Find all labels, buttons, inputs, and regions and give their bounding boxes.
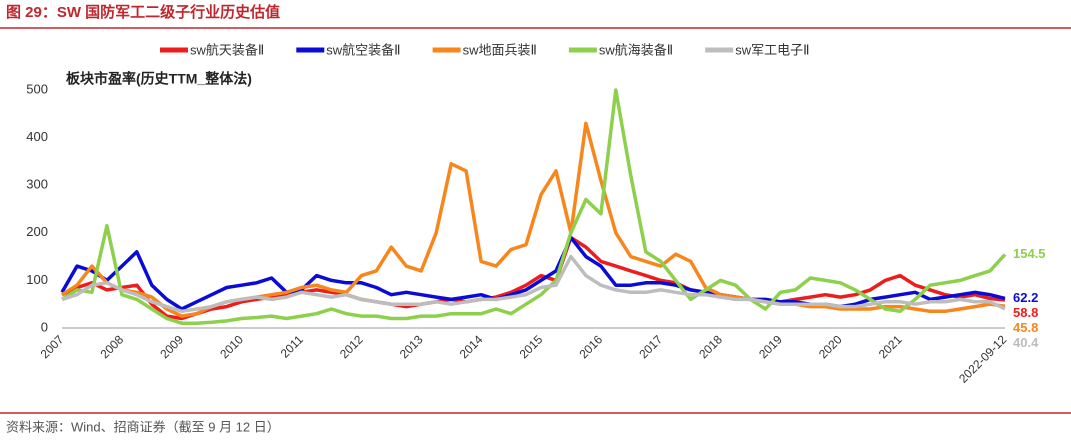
x-tick-label: 2010 [217, 332, 246, 361]
end-value-label: 62.2 [1013, 290, 1038, 305]
x-tick-label: 2019 [756, 332, 785, 361]
x-tick-label: 2017 [636, 332, 665, 361]
x-tick-label: 2020 [816, 332, 845, 361]
line-series [61, 254, 1006, 314]
source-note: 资料来源：Wind、招商证券（截至 9 月 12 日） [6, 419, 280, 434]
x-tick-label: 2007 [38, 332, 67, 361]
legend-label: sw航海装备Ⅱ [599, 42, 673, 57]
end-value-label: 58.8 [1013, 305, 1038, 320]
end-value-label: 154.5 [1013, 246, 1046, 261]
legend-label: sw航天装备Ⅱ [190, 42, 264, 57]
x-tick-label: 2016 [576, 332, 605, 361]
y-tick-label: 300 [26, 177, 48, 192]
legend-label: sw地面兵装Ⅱ [463, 42, 537, 57]
end-value-label: 40.4 [1013, 335, 1039, 350]
x-tick-label: 2008 [97, 332, 126, 361]
x-tick-label: 2018 [696, 332, 725, 361]
chart-subtitle: 板块市盈率(历史TTM_整体法) [66, 71, 252, 87]
end-value-label: 45.8 [1013, 320, 1038, 335]
line-series [61, 235, 1006, 321]
figure-title: 图 29：SW 国防军工二级子行业历史估值 [6, 3, 280, 21]
y-tick-label: 100 [26, 272, 48, 287]
x-tick-label: 2011 [278, 332, 306, 360]
y-tick-label: 500 [26, 81, 48, 96]
x-tick-label: 2014 [457, 332, 486, 361]
x-tick-label: 2013 [397, 332, 426, 361]
x-tick-label: 2009 [157, 332, 186, 361]
x-tick-label: 2012 [337, 332, 366, 361]
y-tick-label: 400 [26, 129, 48, 144]
legend-label: sw军工电子Ⅱ [735, 42, 809, 57]
y-tick-label: 200 [26, 224, 48, 239]
y-tick-label: 0 [41, 319, 48, 334]
x-tick-label: 2022-09-12 [956, 332, 1010, 386]
line-series [61, 88, 1007, 325]
legend-label: sw航空装备Ⅱ [326, 42, 400, 57]
x-tick-label: 2015 [517, 332, 546, 361]
x-tick-label: 2021 [876, 332, 905, 361]
